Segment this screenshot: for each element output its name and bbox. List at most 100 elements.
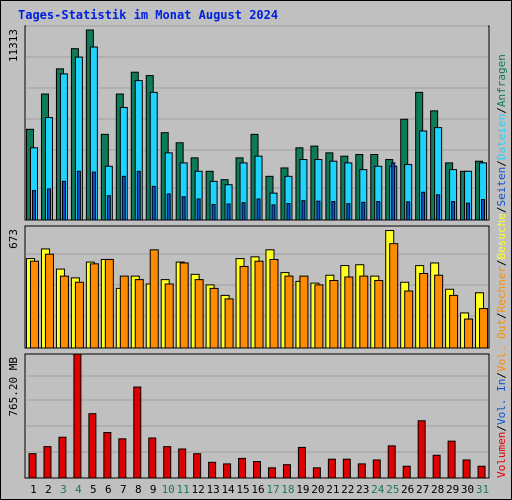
x-tick-label: 8	[135, 483, 142, 496]
legend-item: /	[495, 425, 508, 432]
x-tick-label: 31	[476, 483, 489, 496]
bar-seiten	[46, 188, 51, 221]
bar-seiten	[361, 201, 366, 221]
bar-volumen	[58, 436, 67, 479]
bar-seiten	[241, 202, 246, 221]
legend-item: /	[495, 206, 508, 213]
bar-rechner	[419, 272, 429, 349]
x-tick-label: 22	[341, 483, 354, 496]
bar-volumen	[297, 446, 306, 479]
right-legend: Volumen/Vol. In/Vol. Out/Rechner/Besuche…	[495, 54, 508, 478]
bar-seiten	[211, 204, 216, 221]
bar-volumen	[387, 445, 396, 479]
bar-seiten	[76, 170, 81, 221]
bar-volumen	[238, 457, 247, 479]
bar-rechner	[224, 298, 234, 349]
x-tick-label: 28	[431, 483, 444, 496]
bar-volumen	[28, 453, 37, 479]
bar-seiten	[61, 180, 66, 221]
bar-rechner	[104, 258, 114, 349]
x-tick-label: 30	[461, 483, 474, 496]
bar-seiten	[91, 171, 96, 221]
bar-rechner	[329, 279, 339, 349]
x-tick-label: 2	[45, 483, 52, 496]
legend-item: Rechner	[495, 266, 508, 313]
bar-volumen	[193, 453, 202, 479]
chart-title: Tages-Statistik im Monat August 2024	[18, 8, 279, 22]
x-tick-label: 21	[326, 483, 339, 496]
bar-rechner	[374, 279, 384, 349]
bar-seiten	[406, 201, 411, 221]
bar-volumen	[43, 446, 52, 479]
y-axis-max-label: 765.20 MB	[7, 357, 20, 417]
bar-seiten	[286, 203, 291, 221]
x-tick-label: 29	[446, 483, 459, 496]
bar-rechner	[59, 275, 69, 349]
legend-item: Anfragen	[495, 54, 508, 107]
bar-volumen	[223, 463, 232, 479]
bar-rechner	[464, 318, 474, 349]
bar-volumen	[163, 446, 172, 479]
legend-item: Vol. Out	[495, 319, 508, 372]
bar-rechner	[284, 275, 294, 349]
x-tick-label: 23	[356, 483, 369, 496]
legend-item: Vol. In	[495, 379, 508, 425]
bar-seiten	[271, 204, 276, 221]
bar-seiten	[32, 190, 36, 221]
bar-volumen	[118, 438, 127, 479]
bar-volumen	[342, 458, 351, 479]
legend-item: Seiten	[495, 167, 508, 207]
bar-rechner	[359, 275, 369, 349]
legend-item: /	[495, 372, 508, 379]
bar-rechner	[449, 294, 459, 349]
bar-rechner	[389, 243, 399, 349]
legend-item: /	[495, 259, 508, 266]
bar-volumen	[357, 463, 366, 479]
bar-volumen	[327, 458, 336, 479]
panel-frame-3	[24, 353, 490, 479]
x-tick-label: 14	[221, 483, 235, 496]
x-tick-label: 26	[401, 483, 414, 496]
bar-rechner	[404, 290, 414, 349]
bar-volumen	[148, 437, 157, 479]
x-tick-label: 1	[30, 483, 37, 496]
bar-rechner	[344, 276, 354, 349]
bar-rechner	[179, 262, 189, 349]
x-tick-label: 17	[266, 483, 279, 496]
legend-item: /	[495, 107, 508, 114]
legend-item: Dateien	[495, 114, 508, 160]
bar-volumen	[282, 464, 291, 479]
legend-item: /	[495, 312, 508, 319]
bar-volumen	[103, 432, 112, 479]
bar-seiten	[421, 191, 426, 221]
bar-volumen	[372, 459, 381, 479]
bar-seiten	[436, 194, 441, 221]
bar-seiten	[451, 201, 456, 221]
x-tick-label: 10	[162, 483, 175, 496]
bar-rechner	[134, 279, 144, 349]
bar-volumen	[208, 461, 217, 479]
x-tick-label: 20	[311, 483, 324, 496]
bar-volumen	[402, 465, 411, 479]
bar-volumen	[432, 454, 441, 479]
bar-rechner	[479, 308, 489, 349]
x-tick-label: 16	[251, 483, 264, 496]
y-axis-max-label: 673	[7, 229, 20, 249]
bar-rechner	[30, 260, 39, 349]
x-tick-label: 24	[371, 483, 385, 496]
bar-volumen	[312, 467, 321, 479]
bar-volumen	[477, 465, 486, 479]
bar-seiten	[301, 200, 306, 221]
bar-rechner	[149, 249, 159, 349]
x-tick-label: 5	[90, 483, 97, 496]
bar-rechner	[269, 258, 279, 349]
x-tick-label: 27	[416, 483, 429, 496]
bar-volumen	[178, 448, 187, 479]
x-tick-label: 4	[75, 483, 82, 496]
x-tick-label: 9	[150, 483, 157, 496]
bar-seiten	[196, 198, 201, 221]
bar-seiten	[226, 203, 231, 221]
bar-volumen	[253, 461, 262, 479]
bar-volumen	[417, 420, 426, 479]
bar-seiten	[166, 193, 171, 221]
